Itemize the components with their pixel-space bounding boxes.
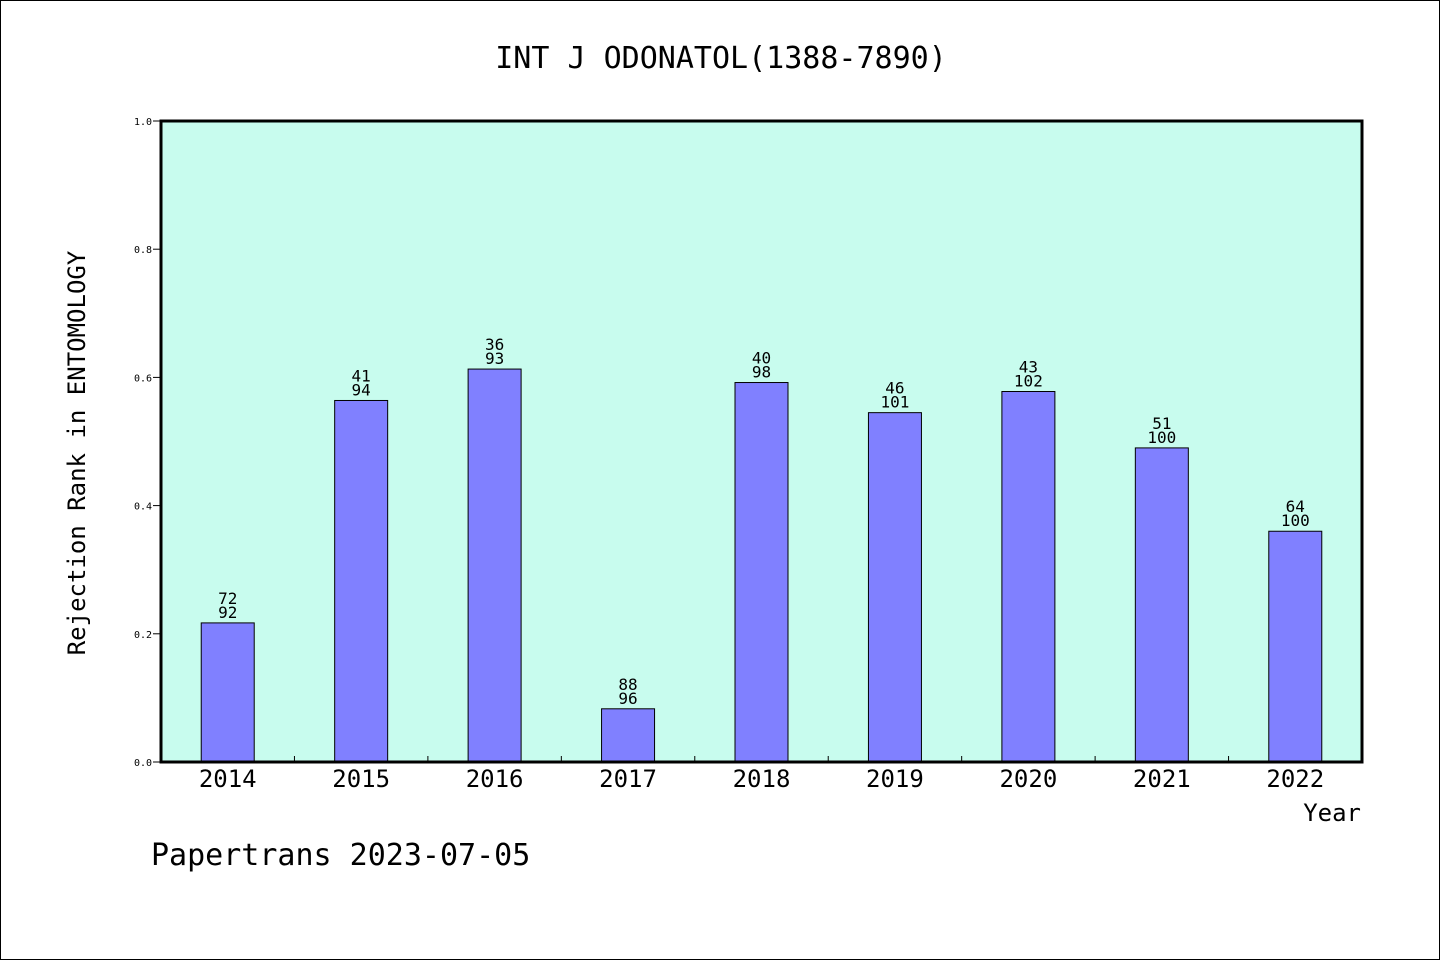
y-tick-label: 0.8 (134, 245, 152, 256)
chart-title: INT J ODONATOL(1388-7890) (495, 41, 947, 76)
bar-label-bottom: 92 (218, 603, 237, 622)
y-axis-label: Rejection Rank in ENTOMOLOGY (63, 250, 91, 655)
bar-2019 (867, 412, 922, 763)
bar-label-top: 64 (1286, 497, 1305, 516)
bar-2021 (1134, 447, 1189, 763)
bar-2017 (601, 708, 656, 763)
bar-label-top: 41 (352, 366, 371, 385)
x-axis-label: Year (1303, 799, 1361, 827)
bar-label-top: 72 (218, 589, 237, 608)
bar-label-top: 36 (485, 335, 504, 354)
bar-label-top: 88 (618, 675, 637, 694)
bar-2014 (200, 622, 255, 763)
y-tick-label: 0.4 (134, 502, 152, 513)
x-tick-label: 2022 (1266, 765, 1324, 793)
x-tick-label: 2015 (332, 765, 390, 793)
x-tick-label: 2021 (1133, 765, 1191, 793)
bar-2015 (334, 399, 389, 763)
bar-2018 (734, 382, 789, 763)
footer-credit: Papertrans 2023-07-05 (151, 838, 530, 873)
x-tick-label: 2014 (199, 765, 257, 793)
bar-label-bottom: 100 (1281, 511, 1310, 530)
x-axis: 2014 2015 2016 2017 2018 2019 2020 2021 2022 (199, 756, 1324, 793)
bar-label-top: 46 (885, 379, 904, 398)
bar-label-bottom: 93 (485, 349, 504, 368)
y-tick-label: 0.2 (134, 630, 152, 641)
bar-label-bottom: 101 (880, 393, 909, 412)
plot-border (159, 119, 1364, 764)
y-tick-label: 0.0 (134, 758, 152, 769)
bar-label-bottom: 102 (1014, 372, 1043, 391)
y-tick-label: 0.6 (134, 373, 152, 384)
bar-2016 (467, 368, 522, 763)
x-tick-label: 2017 (599, 765, 657, 793)
bar-2020 (1001, 391, 1056, 763)
x-tick-label: 2020 (999, 765, 1057, 793)
bar-label-top: 51 (1152, 414, 1171, 433)
y-axis: 0.0 0.2 0.4 0.6 0.8 1.0 (134, 117, 161, 769)
bar-label-bottom: 94 (352, 380, 371, 399)
y-tick-label: 1.0 (134, 117, 152, 128)
x-tick-label: 2016 (466, 765, 524, 793)
bar-label-bottom: 100 (1147, 428, 1176, 447)
x-tick-label: 2018 (733, 765, 791, 793)
bar-label-top: 40 (752, 349, 771, 368)
bar-label-bottom: 96 (618, 689, 637, 708)
bars-group (200, 368, 1323, 763)
x-tick-label: 2019 (866, 765, 924, 793)
bar-label-top: 43 (1019, 358, 1038, 377)
bar-label-bottom: 98 (752, 363, 771, 382)
bar-2022 (1268, 530, 1323, 763)
